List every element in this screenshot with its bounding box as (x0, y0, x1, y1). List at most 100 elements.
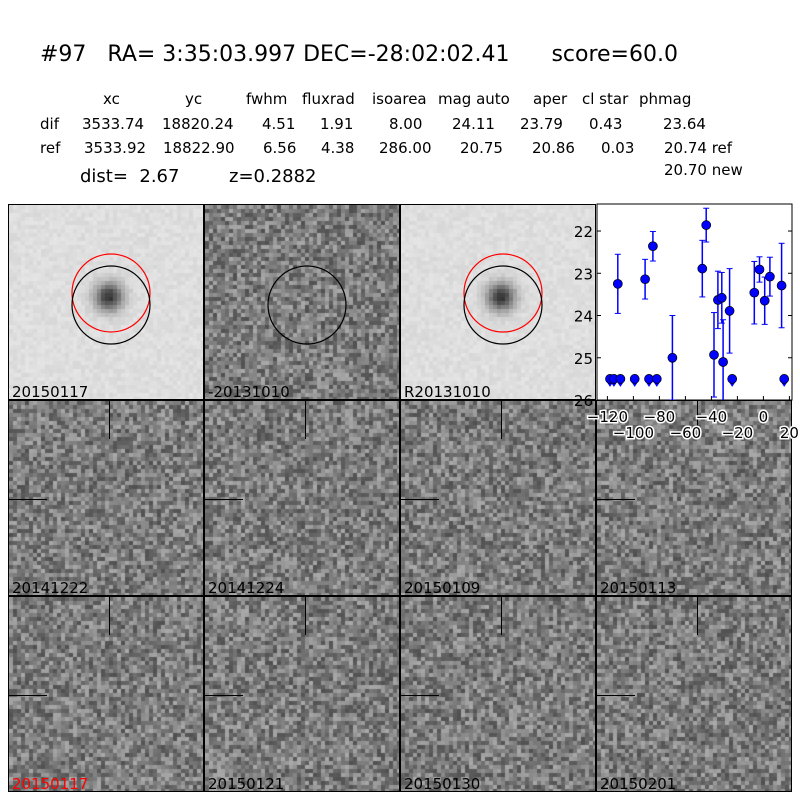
image-stamp: 20150117 (8, 204, 204, 400)
column-header: isoarea (372, 90, 427, 108)
data-point (754, 264, 765, 275)
image-stamp: 20141222 (8, 400, 204, 596)
red-aperture-circle (463, 253, 543, 333)
stamp-date-label: 20150121 (208, 775, 285, 792)
crosshair-tick (305, 597, 306, 635)
y-tick-label: 23 (574, 265, 593, 283)
crosshair-tick (9, 695, 47, 696)
table-cell: 4.51 (262, 115, 296, 133)
black-aperture-circle (267, 265, 347, 345)
x-tick-label: −120 (587, 408, 628, 426)
crosshair-tick (597, 499, 635, 500)
crosshair-tick (205, 499, 243, 500)
crosshair-tick (305, 401, 306, 439)
y-tick-label: 25 (574, 350, 593, 368)
data-point (724, 306, 735, 316)
data-point (612, 278, 623, 289)
data-point (718, 357, 728, 367)
column-header: phmag (639, 90, 692, 108)
crosshair-tick (697, 401, 698, 439)
table-cell: 23.79 (520, 115, 563, 133)
black-aperture-circle (463, 265, 543, 345)
table-cell: 20.75 (460, 139, 503, 157)
x-tick-label: 0 (759, 408, 769, 426)
column-header: yc (185, 90, 203, 108)
table-cell: 3533.74 (82, 115, 145, 133)
table-cell: 3533.92 (84, 139, 147, 157)
data-point (648, 241, 658, 252)
table-cell: 23.64 (663, 115, 706, 133)
column-header: fluxrad (302, 90, 355, 108)
data-point (701, 220, 712, 230)
data-point (749, 287, 760, 298)
data-point (776, 280, 787, 291)
stamp-date-label: 20150117 (12, 775, 89, 792)
column-header: aper (533, 90, 568, 108)
data-point (697, 263, 708, 274)
crosshair-tick (401, 499, 439, 500)
x-tick-label: 20 (780, 424, 799, 442)
crosshair-tick (401, 695, 439, 696)
table-cell: 0.03 (601, 139, 635, 157)
crosshair-tick (205, 695, 243, 696)
image-stamp: 20150109 (400, 400, 596, 596)
table-cell: 6.56 (263, 139, 297, 157)
upper-limit-point (651, 374, 662, 384)
table-cell: 8.00 (389, 115, 423, 133)
image-stamp: 20150117 (8, 596, 204, 792)
table-cell: 20.74 ref (664, 139, 733, 157)
stamp-date-label: 20150130 (404, 775, 481, 792)
red-aperture-circle (71, 253, 151, 333)
crosshair-tick (109, 401, 110, 439)
table-cell: 1.91 (320, 115, 354, 133)
data-point (640, 274, 650, 285)
image-stamp: 20150130 (400, 596, 596, 792)
table-cell: 286.00 (379, 139, 432, 157)
crosshair-tick (109, 597, 110, 635)
upper-limit-point (779, 374, 790, 384)
data-layer (605, 207, 790, 400)
image-stamp: 20150201 (596, 596, 792, 792)
plot-area (596, 203, 793, 401)
stamp-date-label: 20150109 (404, 579, 481, 596)
stamp-date-label: 20150201 (600, 775, 677, 792)
black-aperture-circle (71, 265, 151, 345)
upper-limit-point (629, 374, 640, 384)
table-cell: 0.43 (589, 115, 623, 133)
image-stamp: -20131010 (204, 204, 400, 400)
crosshair-tick (501, 597, 502, 635)
column-header: xc (103, 90, 120, 108)
x-tick-label: −20 (722, 424, 754, 442)
column-header: cl star (582, 90, 629, 108)
x-tick-label: −80 (644, 408, 676, 426)
column-header: mag auto (438, 90, 510, 108)
image-stamp: 20141224 (204, 400, 400, 596)
crosshair-tick (697, 597, 698, 635)
upper-limit-point (615, 374, 626, 384)
stamp-date-label: -20131010 (208, 383, 290, 400)
crosshair-tick (9, 499, 47, 500)
upper-limit-point (727, 374, 738, 384)
phmag-new: 20.70 new (664, 161, 743, 179)
data-point (759, 295, 770, 306)
y-tick-label: 26 (574, 392, 593, 410)
table-cell: 24.11 (452, 115, 495, 133)
x-tick-label: −40 (696, 408, 728, 426)
column-header: fwhm (246, 90, 288, 108)
crosshair-tick (597, 695, 635, 696)
table-cell: 4.38 (321, 139, 355, 157)
dist-value: dist= 2.67 (80, 166, 180, 187)
table-cell: 18822.90 (163, 139, 235, 157)
stamp-date-label: 20150113 (600, 579, 677, 596)
y-tick-label: 24 (574, 308, 593, 326)
data-point (667, 352, 678, 363)
data-point (765, 271, 775, 282)
row-label: dif (40, 115, 59, 133)
data-point (716, 292, 727, 303)
table-cell: 20.86 (532, 139, 575, 157)
row-label: ref (40, 139, 61, 157)
data-point (709, 349, 719, 360)
stamp-date-label: R20131010 (404, 383, 491, 400)
stamp-date-label: 20150117 (12, 383, 89, 400)
